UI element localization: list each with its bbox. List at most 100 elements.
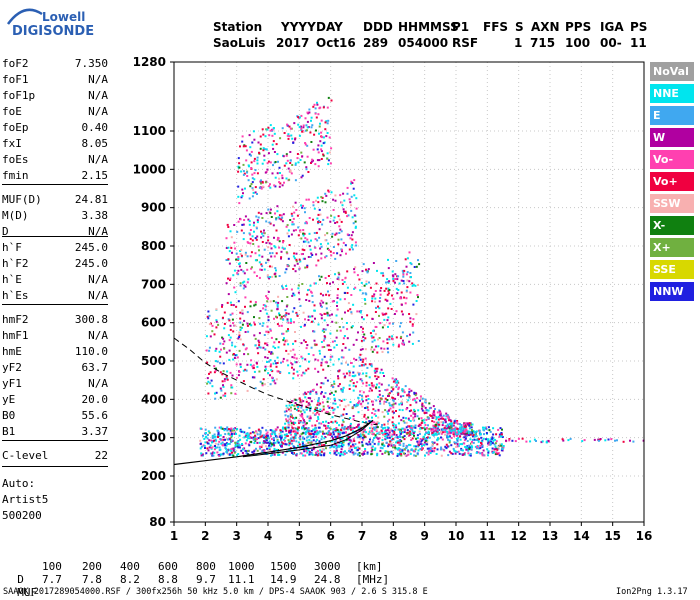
- echo-point: [286, 318, 289, 321]
- echo-point: [413, 426, 416, 429]
- echo-point: [215, 308, 218, 311]
- echo-point: [508, 438, 511, 440]
- echo-point: [351, 451, 354, 454]
- echo-point: [247, 437, 250, 440]
- echo-point: [227, 246, 230, 249]
- y-tick-label: 300: [141, 431, 166, 445]
- echo-point: [332, 252, 335, 254]
- echo-point: [226, 301, 229, 304]
- echo-point: [329, 446, 332, 449]
- echo-point: [399, 450, 402, 453]
- echo-point: [243, 172, 246, 175]
- echo-point: [483, 433, 485, 436]
- echo-point: [481, 454, 484, 457]
- echo-point: [311, 294, 314, 297]
- echo-point: [381, 443, 384, 446]
- echo-point: [299, 410, 302, 413]
- echo-point: [319, 221, 322, 223]
- echo-point: [303, 411, 306, 414]
- echo-point: [267, 441, 270, 444]
- echo-point: [406, 257, 409, 260]
- footer-muf-value-6: 14.9: [270, 573, 297, 586]
- echo-point: [384, 298, 387, 301]
- echo-point: [373, 437, 375, 439]
- echo-point: [337, 276, 340, 279]
- echo-point: [395, 336, 398, 339]
- echo-point: [230, 439, 233, 442]
- echo-point: [369, 364, 372, 366]
- echo-point: [376, 421, 379, 424]
- echo-point: [385, 312, 388, 315]
- echo-point: [338, 218, 341, 221]
- echo-point: [270, 255, 273, 258]
- echo-point: [239, 218, 242, 221]
- echo-point: [276, 356, 279, 359]
- echo-point: [276, 153, 279, 156]
- echo-point: [501, 436, 504, 438]
- echo-point: [225, 247, 228, 249]
- echo-point: [460, 449, 463, 452]
- echo-point: [291, 427, 294, 430]
- echo-point: [300, 127, 303, 130]
- echo-point: [339, 428, 342, 431]
- echo-point: [420, 407, 423, 410]
- echo-point: [244, 145, 247, 148]
- echo-point: [455, 433, 458, 435]
- echo-point: [262, 436, 265, 438]
- echo-point: [327, 405, 330, 408]
- echo-point: [396, 440, 399, 443]
- echo-point: [302, 234, 305, 237]
- echo-point: [408, 451, 411, 454]
- echo-point: [397, 447, 400, 450]
- echo-point: [226, 438, 229, 441]
- param-value: N/A: [88, 105, 108, 118]
- echo-point: [276, 370, 279, 373]
- echo-point: [309, 397, 312, 400]
- echo-point: [365, 399, 368, 402]
- echo-point: [352, 418, 355, 421]
- echo-point: [470, 426, 473, 429]
- echo-point: [319, 352, 321, 355]
- echo-point: [471, 440, 473, 443]
- echo-point: [239, 284, 242, 287]
- echo-point: [253, 334, 256, 337]
- echo-point: [401, 409, 404, 412]
- echo-point: [273, 341, 276, 344]
- echo-point: [329, 250, 332, 253]
- echo-point: [300, 125, 302, 128]
- echo-point: [333, 445, 336, 448]
- echo-point: [440, 446, 443, 449]
- echo-point: [261, 434, 264, 437]
- echo-point: [301, 174, 304, 177]
- param-value: 245.0: [74, 257, 108, 270]
- echo-point: [225, 444, 228, 447]
- echo-point: [301, 404, 303, 407]
- echo-point: [373, 293, 376, 296]
- echo-point: [374, 311, 377, 313]
- echo-point: [291, 404, 294, 407]
- echo-point: [380, 347, 383, 350]
- echo-point: [344, 211, 347, 214]
- echo-point: [348, 449, 350, 452]
- echo-point: [227, 428, 230, 431]
- echo-point: [322, 421, 325, 423]
- echo-point: [491, 447, 494, 450]
- echo-point: [501, 428, 503, 431]
- header-val-5: RSF: [452, 36, 478, 50]
- echo-point: [286, 134, 289, 137]
- echo-point: [427, 430, 430, 433]
- echo-point: [389, 407, 392, 410]
- echo-point: [291, 442, 294, 445]
- echo-point: [296, 314, 299, 317]
- echo-point: [259, 135, 262, 138]
- echo-point: [271, 433, 274, 436]
- echo-point: [295, 440, 298, 443]
- echo-point: [413, 419, 416, 422]
- echo-point: [463, 439, 466, 442]
- echo-point: [240, 229, 243, 232]
- echo-point: [236, 230, 239, 233]
- echo-point: [310, 291, 313, 294]
- echo-point: [293, 436, 296, 438]
- echo-point: [464, 422, 467, 425]
- echo-point: [392, 277, 395, 280]
